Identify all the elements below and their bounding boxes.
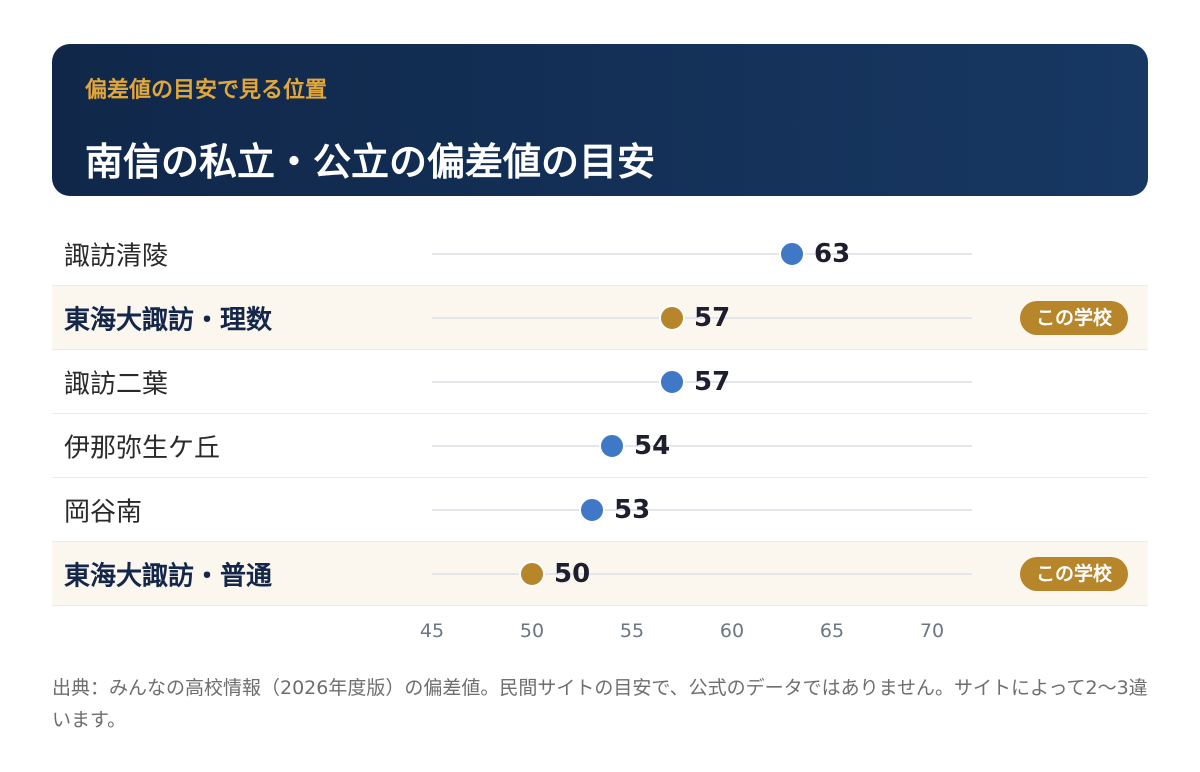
category-label: 岡谷南 [64, 497, 143, 527]
data-point [599, 433, 625, 459]
chart-row: 諏訪二葉 57 [52, 350, 1148, 414]
data-point [779, 241, 805, 267]
source-footnote: 出典：みんなの高校情報（2026年度版）の偏差値。民間サイトの目安で、公式のデー… [52, 677, 1148, 731]
data-point [659, 305, 685, 331]
category-label: 伊那弥生ケ丘 [64, 433, 221, 463]
x-tick-label: 60 [719, 620, 745, 642]
value-label: 54 [634, 430, 671, 461]
chart-row: 諏訪清陵 63 [52, 222, 1148, 286]
chart-header: 偏差値の目安で見る位置 南信の私立・公立の偏差値の目安 [52, 44, 1148, 196]
value-track [432, 317, 972, 319]
value-label: 63 [814, 238, 851, 269]
this-school-badge: この学校 [1019, 301, 1128, 335]
category-label: 諏訪清陵 [64, 241, 169, 271]
data-point [519, 561, 545, 587]
category-label: 東海大諏訪・普通 [64, 561, 273, 591]
chart-subtitle: 偏差値の目安で見る位置 [85, 78, 328, 103]
x-tick-label: 70 [919, 620, 945, 642]
category-label: 東海大諏訪・理数 [64, 305, 273, 335]
chart-row: 東海大諏訪・普通 50 この学校 [52, 542, 1148, 606]
value-label: 57 [694, 366, 731, 397]
this-school-badge: この学校 [1019, 557, 1128, 591]
value-track [432, 381, 972, 383]
value-track [432, 573, 972, 575]
value-track [432, 445, 972, 447]
value-track [432, 253, 972, 255]
data-point [659, 369, 685, 395]
x-tick-label: 50 [519, 620, 545, 642]
data-point [579, 497, 605, 523]
chart-row: 岡谷南 53 [52, 478, 1148, 542]
x-tick-label: 55 [619, 620, 645, 642]
value-label: 50 [554, 558, 591, 589]
x-tick-label: 65 [819, 620, 845, 642]
value-track [432, 509, 972, 511]
chart-title: 南信の私立・公立の偏差値の目安 [85, 140, 656, 184]
chart-row: 東海大諏訪・理数 57 この学校 [52, 286, 1148, 350]
chart-row: 伊那弥生ケ丘 54 [52, 414, 1148, 478]
value-label: 53 [614, 494, 651, 525]
value-label: 57 [694, 302, 731, 333]
x-tick-label: 45 [419, 620, 445, 642]
category-label: 諏訪二葉 [64, 369, 169, 399]
